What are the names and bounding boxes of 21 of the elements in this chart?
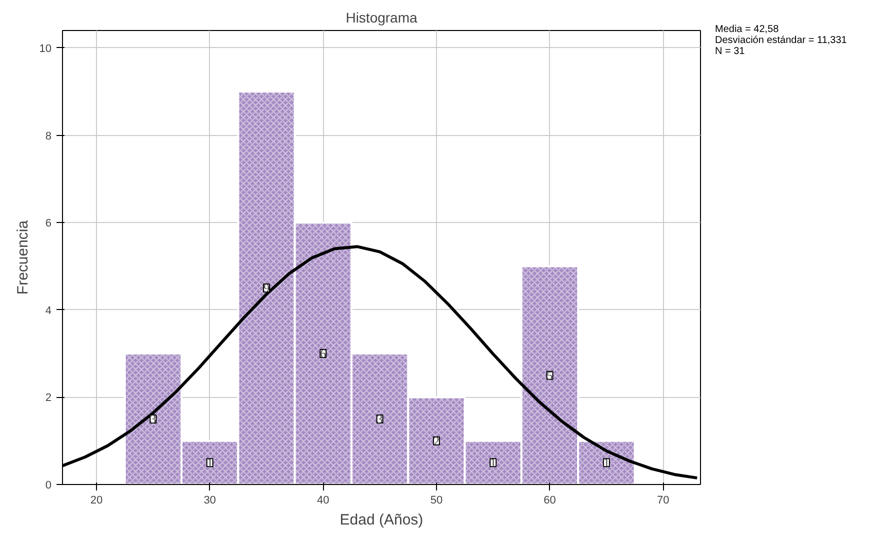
x-tick-label: 20	[90, 494, 103, 506]
x-tick-label: 60	[544, 494, 556, 506]
x-tick-label: 30	[204, 494, 216, 506]
y-tick-label: 6	[45, 218, 52, 230]
line-series	[62, 245, 699, 480]
x-tick-label: 70	[656, 494, 670, 506]
y-tick-label: 0	[45, 480, 52, 492]
y-tick-label: 10	[39, 42, 52, 55]
y-tick-label: 4	[45, 304, 52, 317]
y-tick-label: 2	[45, 392, 52, 404]
text: N = 31	[715, 46, 745, 57]
text: Media = 42,58	[715, 24, 779, 35]
y-tick-label: 8	[45, 130, 52, 142]
chart-title: Histograma	[346, 10, 418, 26]
x-axis-title: Edad (Años)	[340, 512, 424, 528]
data-label: 6	[320, 346, 326, 361]
x-tick-label: 40	[317, 494, 330, 506]
x-tick-label: 50	[430, 494, 443, 506]
y-axis-title: Frecuencia	[14, 220, 32, 295]
text: Desviación estándar = 11,331	[715, 35, 847, 46]
data-label: 9	[263, 281, 270, 296]
